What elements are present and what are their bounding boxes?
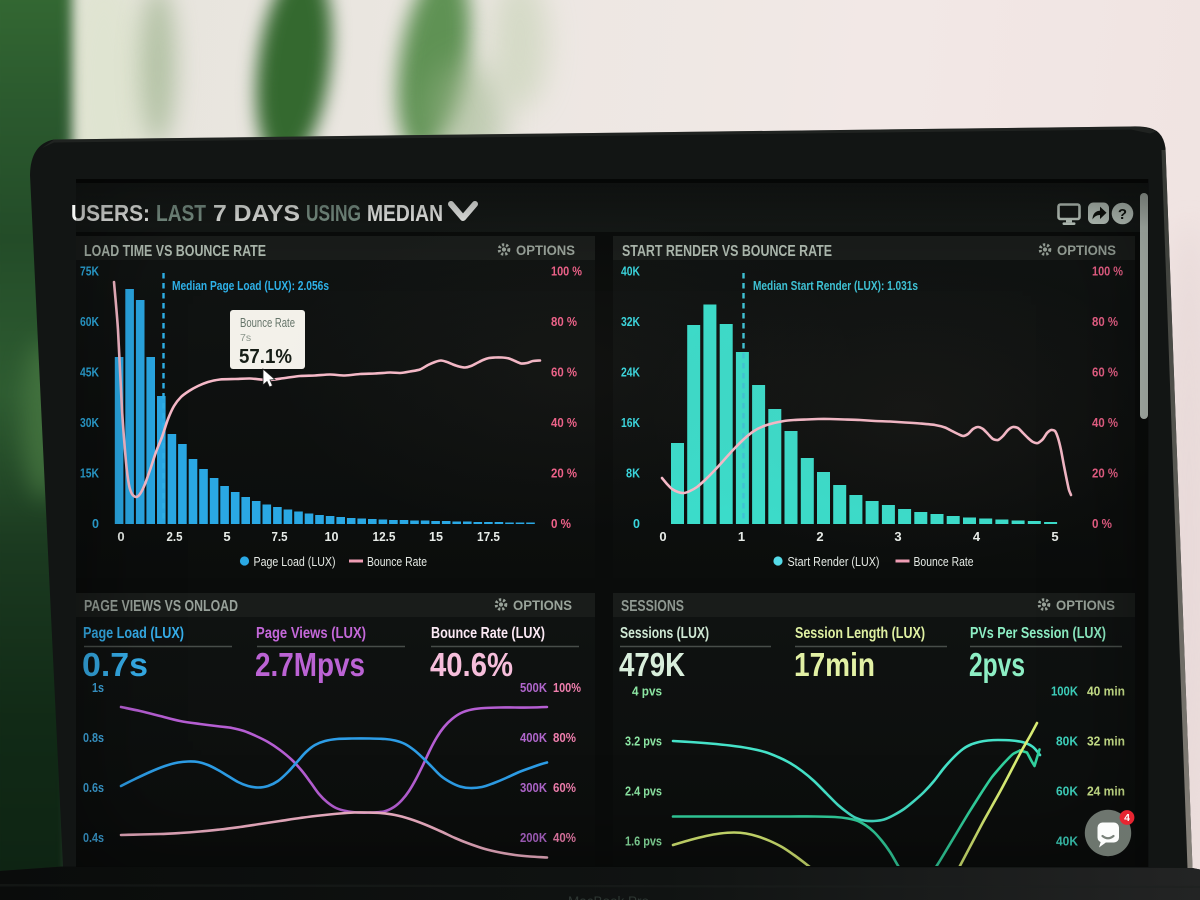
svg-text:200K: 200K xyxy=(520,831,547,845)
svg-text:60 %: 60 % xyxy=(1092,366,1118,380)
svg-text:0: 0 xyxy=(117,529,124,544)
svg-text:5: 5 xyxy=(223,529,230,544)
svg-text:479K: 479K xyxy=(619,646,685,683)
svg-text:Sessions (LUX): Sessions (LUX) xyxy=(620,625,709,642)
svg-text:2.4 pvs: 2.4 pvs xyxy=(625,785,662,799)
svg-text:Bounce Rate: Bounce Rate xyxy=(367,554,427,569)
svg-text:1.6 pvs: 1.6 pvs xyxy=(625,835,662,849)
svg-text:300K: 300K xyxy=(520,781,547,795)
svg-text:4: 4 xyxy=(973,529,981,544)
svg-text:17min: 17min xyxy=(794,646,875,683)
svg-text:8K: 8K xyxy=(626,467,640,481)
svg-text:20 %: 20 % xyxy=(1092,467,1118,481)
svg-text:75K: 75K xyxy=(80,265,99,279)
svg-text:OPTIONS: OPTIONS xyxy=(516,243,575,258)
svg-text:15K: 15K xyxy=(80,467,99,481)
svg-text:OPTIONS: OPTIONS xyxy=(1057,243,1116,258)
svg-text:32K: 32K xyxy=(621,315,640,329)
svg-text:OPTIONS: OPTIONS xyxy=(513,598,572,613)
svg-text:Bounce Rate: Bounce Rate xyxy=(240,316,295,330)
svg-text:Page Load (LUX): Page Load (LUX) xyxy=(83,625,184,642)
svg-text:7s: 7s xyxy=(240,332,251,344)
svg-text:24 min: 24 min xyxy=(1087,785,1125,799)
svg-text:20 %: 20 % xyxy=(551,467,577,481)
svg-text:40.6%: 40.6% xyxy=(430,646,513,683)
svg-text:100K: 100K xyxy=(1051,685,1078,699)
svg-text:40 min: 40 min xyxy=(1087,685,1125,699)
svg-text:0.4s: 0.4s xyxy=(83,831,104,845)
svg-text:2.7Mpvs: 2.7Mpvs xyxy=(255,646,365,683)
svg-text:Bounce Rate: Bounce Rate xyxy=(914,554,974,569)
svg-text:60%: 60% xyxy=(553,781,576,795)
svg-text:40%: 40% xyxy=(553,831,576,845)
svg-text:?: ? xyxy=(1118,206,1127,223)
svg-text:START RENDER VS BOUNCE RATE: START RENDER VS BOUNCE RATE xyxy=(622,243,832,260)
svg-text:0 %: 0 % xyxy=(551,517,571,531)
svg-text:Start Render (LUX): Start Render (LUX) xyxy=(788,554,880,569)
svg-text:80 %: 80 % xyxy=(551,315,577,329)
svg-text:4: 4 xyxy=(1124,812,1130,824)
svg-text:32 min: 32 min xyxy=(1087,735,1125,749)
svg-text:60 %: 60 % xyxy=(551,366,577,380)
svg-text:2: 2 xyxy=(816,529,823,544)
svg-text:500K: 500K xyxy=(520,681,547,695)
svg-text:PAGE VIEWS VS ONLOAD: PAGE VIEWS VS ONLOAD xyxy=(84,598,238,615)
svg-text:40 %: 40 % xyxy=(551,416,577,430)
svg-text:Page Views (LUX): Page Views (LUX) xyxy=(256,625,366,642)
svg-text:2.5: 2.5 xyxy=(167,529,183,544)
svg-text:SESSIONS: SESSIONS xyxy=(621,598,684,615)
svg-text:Page Load (LUX): Page Load (LUX) xyxy=(254,554,336,569)
svg-text:0.8s: 0.8s xyxy=(83,731,104,745)
svg-text:1s: 1s xyxy=(92,681,104,695)
svg-text:0.6s: 0.6s xyxy=(83,781,104,795)
svg-text:80K: 80K xyxy=(1056,735,1078,749)
svg-text:LOAD TIME VS BOUNCE RATE: LOAD TIME VS BOUNCE RATE xyxy=(84,243,266,260)
svg-text:0 %: 0 % xyxy=(1092,517,1112,531)
svg-text:3: 3 xyxy=(894,529,901,544)
svg-text:100 %: 100 % xyxy=(551,265,582,279)
svg-text:10: 10 xyxy=(325,529,339,544)
svg-text:80%: 80% xyxy=(553,731,576,745)
svg-text:OPTIONS: OPTIONS xyxy=(1056,598,1115,613)
svg-text:40K: 40K xyxy=(621,265,640,279)
svg-text:0: 0 xyxy=(92,517,99,531)
svg-text:3.2 pvs: 3.2 pvs xyxy=(625,735,662,749)
svg-text:57.1%: 57.1% xyxy=(239,345,292,368)
svg-text:12.5: 12.5 xyxy=(373,529,396,544)
svg-text:USING: USING xyxy=(306,200,361,226)
svg-text:USERS:: USERS: xyxy=(71,200,150,226)
svg-text:7 DAYS: 7 DAYS xyxy=(213,200,300,226)
svg-text:400K: 400K xyxy=(520,731,547,745)
svg-text:2pvs: 2pvs xyxy=(969,646,1025,683)
svg-text:0: 0 xyxy=(633,517,640,531)
svg-text:Bounce Rate (LUX): Bounce Rate (LUX) xyxy=(431,625,545,642)
svg-text:30K: 30K xyxy=(80,416,99,430)
svg-text:24K: 24K xyxy=(621,366,640,380)
svg-text:60K: 60K xyxy=(80,315,99,329)
svg-text:7.5: 7.5 xyxy=(272,529,288,544)
svg-text:16K: 16K xyxy=(621,416,640,430)
svg-text:Median Page Load (LUX): 2.056s: Median Page Load (LUX): 2.056s xyxy=(172,278,329,293)
svg-text:PVs Per Session (LUX): PVs Per Session (LUX) xyxy=(970,625,1106,642)
svg-text:40 %: 40 % xyxy=(1092,416,1118,430)
svg-text:17.5: 17.5 xyxy=(477,529,500,544)
svg-text:0.7s: 0.7s xyxy=(82,646,148,683)
svg-text:4 pvs: 4 pvs xyxy=(632,685,662,699)
svg-text:LAST: LAST xyxy=(156,200,207,226)
svg-text:15: 15 xyxy=(429,529,443,544)
svg-text:60K: 60K xyxy=(1056,785,1078,799)
svg-text:5: 5 xyxy=(1051,529,1058,544)
svg-text:Median Start Render (LUX): 1.0: Median Start Render (LUX): 1.031s xyxy=(753,278,918,293)
svg-text:MacBook Pro: MacBook Pro xyxy=(568,894,649,900)
svg-text:45K: 45K xyxy=(80,366,99,380)
svg-text:40K: 40K xyxy=(1056,835,1078,849)
svg-text:1: 1 xyxy=(738,529,745,544)
svg-text:80 %: 80 % xyxy=(1092,315,1118,329)
svg-text:MEDIAN: MEDIAN xyxy=(367,200,443,226)
svg-text:100%: 100% xyxy=(553,681,581,695)
svg-text:Session Length (LUX): Session Length (LUX) xyxy=(795,625,925,642)
svg-text:0: 0 xyxy=(659,529,666,544)
svg-text:100 %: 100 % xyxy=(1092,265,1123,279)
